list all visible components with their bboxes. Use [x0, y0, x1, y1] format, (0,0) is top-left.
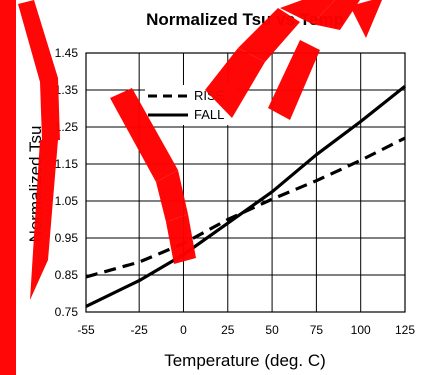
watermark-stroke — [312, 0, 360, 30]
watermark-stroke — [110, 88, 178, 182]
x-tick-label: 125 — [395, 323, 415, 337]
y-tick-label: 1.05 — [55, 194, 79, 208]
y-tick-label: 1.15 — [55, 157, 79, 171]
watermark-stroke — [156, 170, 188, 222]
watermark-stroke — [268, 40, 320, 120]
watermark-stroke — [0, 108, 16, 375]
watermark-stroke — [30, 140, 58, 300]
x-tick-labels: -55 -25 0 25 50 75 100 125 — [77, 323, 415, 337]
x-tick-label: 25 — [221, 323, 235, 337]
watermark-stroke — [18, 0, 60, 140]
x-axis-label: Temperature (deg. C) — [164, 351, 326, 370]
watermark-shapes — [0, 0, 382, 375]
series-line-fall — [85, 85, 406, 308]
y-tick-label: 0.75 — [55, 305, 79, 319]
watermark — [0, 0, 382, 375]
y-tick-labels: 0.75 0.85 0.95 1.05 1.15 1.25 1.35 1.45 — [55, 46, 79, 319]
watermark-stroke — [280, 0, 335, 24]
watermark-stroke — [0, 0, 16, 108]
y-tick-label: 0.95 — [55, 231, 79, 245]
legend-fall-label: FALL — [194, 107, 224, 122]
watermark-stroke — [350, 0, 382, 38]
x-tick-label: 0 — [180, 323, 187, 337]
x-tick-label: -25 — [130, 323, 148, 337]
watermark-stroke — [205, 48, 265, 118]
series-line-rise — [85, 136, 406, 279]
x-tick-label: 75 — [310, 323, 324, 337]
watermark-stroke — [238, 8, 300, 62]
y-tick-label: 1.25 — [55, 120, 79, 134]
x-tick-label: 50 — [265, 323, 279, 337]
series-layer — [85, 85, 406, 308]
y-tick-label: 1.35 — [55, 83, 79, 97]
x-tick-label: -55 — [77, 323, 95, 337]
y-tick-label: 0.85 — [55, 268, 79, 282]
watermark-stroke — [166, 214, 196, 264]
y-tick-label: 1.45 — [55, 46, 79, 60]
x-tick-label: 100 — [351, 323, 371, 337]
